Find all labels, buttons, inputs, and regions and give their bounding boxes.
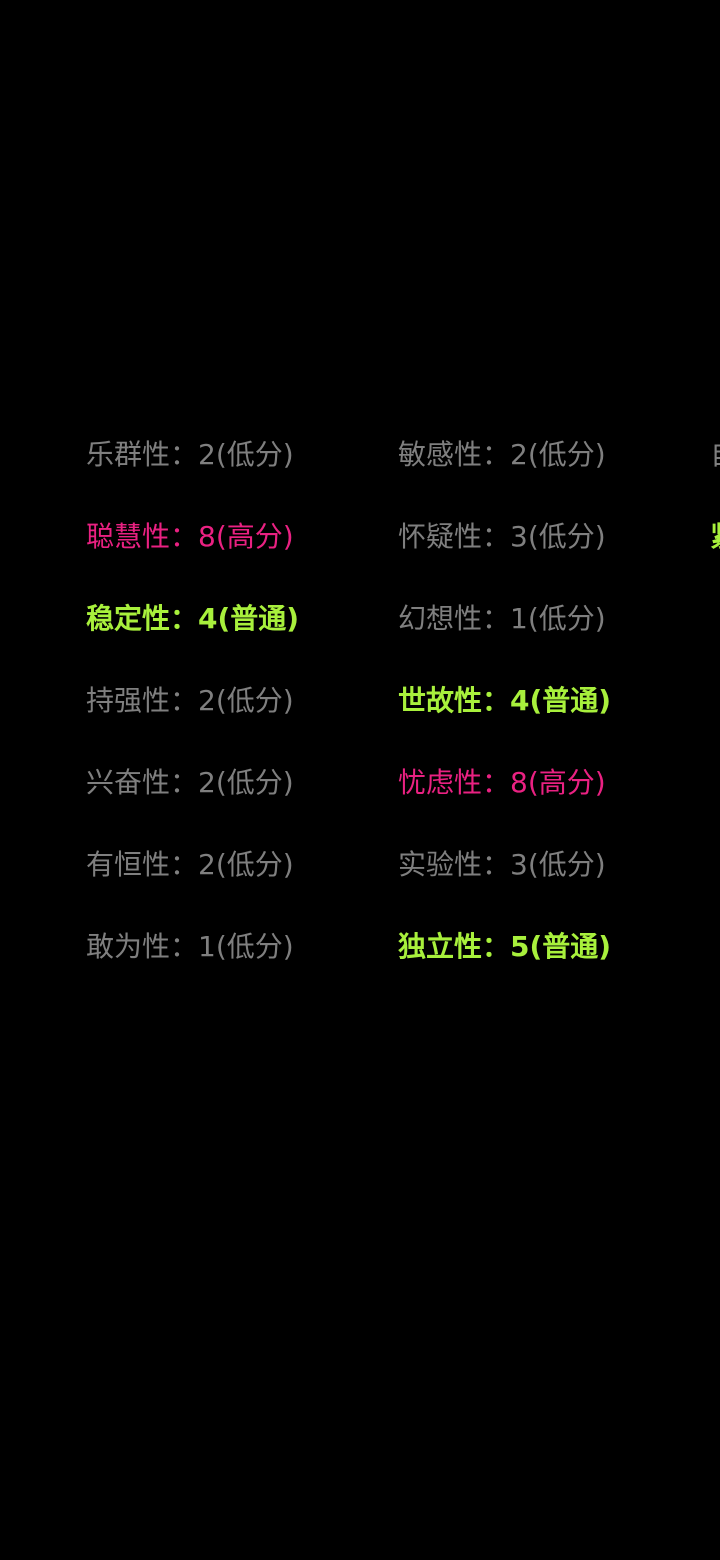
trait-column-2: 敏感性：2(低分) 怀疑性：3(低分) 幻想性：1(低分) 世故性：4(普通) 忧虑性：… (398, 433, 611, 1007)
trait-score-item: 敢为性：1(低分) (86, 930, 294, 963)
trait-score-item: 稳定性：4(普通) (86, 602, 300, 635)
trait-score-item: 自 (710, 433, 720, 515)
trait-score-item: 聪慧性：8(高分) (86, 520, 294, 553)
trait-column-1: 乐群性：2(低分) 聪慧性：8(高分) 稳定性：4(普通) 持强性：2(低分) 兴奋性：… (86, 433, 299, 1007)
trait-score-item: 忧虑性：8(高分) (398, 766, 606, 799)
trait-score-item: 幻想性：1(低分) (398, 602, 606, 635)
trait-score-item: 乐群性：2(低分) (86, 438, 294, 471)
trait-score-item: 独立性：5(普通) (398, 930, 612, 963)
trait-score-item: 世故性：4(普通) (398, 684, 612, 717)
trait-score-item: 兴奋性：2(低分) (86, 766, 294, 799)
trait-score-item: 怀疑性：3(低分) (398, 520, 606, 553)
trait-column-3: 自紧 (710, 433, 720, 597)
trait-score-item: 实验性：3(低分) (398, 848, 606, 881)
trait-score-item: 紧 (710, 515, 720, 597)
trait-score-item: 敏感性：2(低分) (398, 438, 606, 471)
trait-score-item: 持强性：2(低分) (86, 684, 294, 717)
trait-score-item: 有恒性：2(低分) (86, 848, 294, 881)
